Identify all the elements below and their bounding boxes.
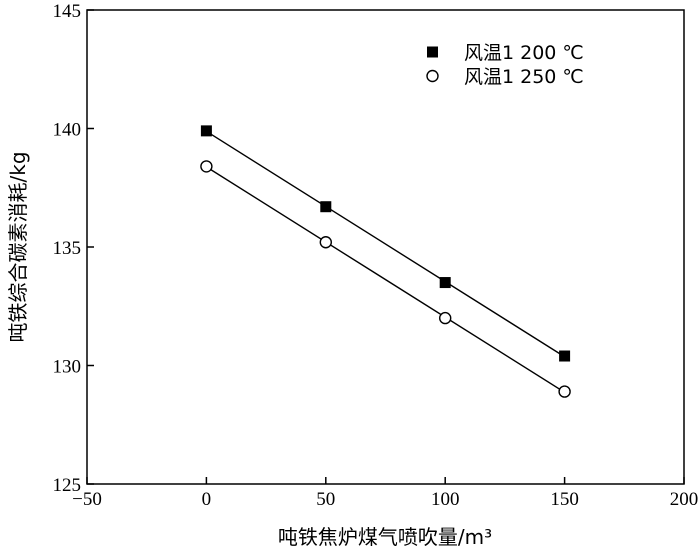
data-point-series-1	[439, 277, 451, 289]
data-point-series-2	[558, 385, 571, 398]
fit-line-series-2	[206, 166, 565, 393]
series-layer	[200, 125, 571, 398]
data-point-series-1	[320, 201, 332, 213]
x-tick-label: 200	[670, 489, 699, 510]
y-tick-label: 135	[53, 238, 82, 259]
y-tick-label: 140	[53, 120, 82, 141]
data-point-series-2	[200, 160, 213, 173]
x-tick-label: −50	[72, 489, 102, 510]
fit-line-series-1	[206, 130, 565, 358]
data-point-series-2	[319, 236, 332, 249]
legend-label-series-1: 风温1 200 ℃	[464, 42, 584, 64]
x-tick-label: 150	[550, 489, 579, 510]
legend-marker-series-1	[427, 46, 438, 58]
y-tick-label: 145	[53, 1, 82, 22]
x-tick-label: 100	[431, 489, 460, 510]
data-point-series-2	[439, 311, 452, 325]
plot-frame	[86, 9, 685, 485]
y-tick-label: 130	[53, 357, 82, 378]
legend-marker-series-2	[426, 69, 439, 83]
x-tick-label: 0	[202, 489, 212, 510]
x-axis-label: 吨铁焦炉煤气喷吹量/m³	[278, 525, 492, 549]
x-tick-label: 50	[316, 489, 335, 510]
data-point-series-1	[559, 350, 571, 362]
legend-label-series-2: 风温1 250 ℃	[464, 66, 584, 88]
y-axis-ticks: 125 130 135 140 145	[53, 1, 94, 496]
x-axis-ticks: −50 0 50 100 150 200	[72, 477, 698, 510]
data-point-series-1	[200, 125, 212, 137]
y-axis-label: 吨铁综合碳素消耗/kg	[6, 151, 30, 342]
y-tick-label: 125	[53, 475, 82, 496]
